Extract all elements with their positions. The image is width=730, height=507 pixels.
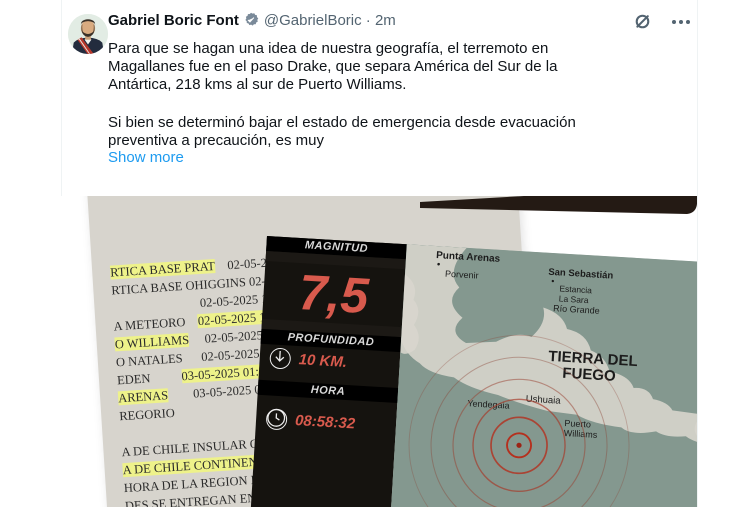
- svg-text:FUEGO: FUEGO: [562, 365, 617, 385]
- svg-text:Williams: Williams: [564, 428, 599, 440]
- svg-text:Porvenir: Porvenir: [445, 269, 479, 281]
